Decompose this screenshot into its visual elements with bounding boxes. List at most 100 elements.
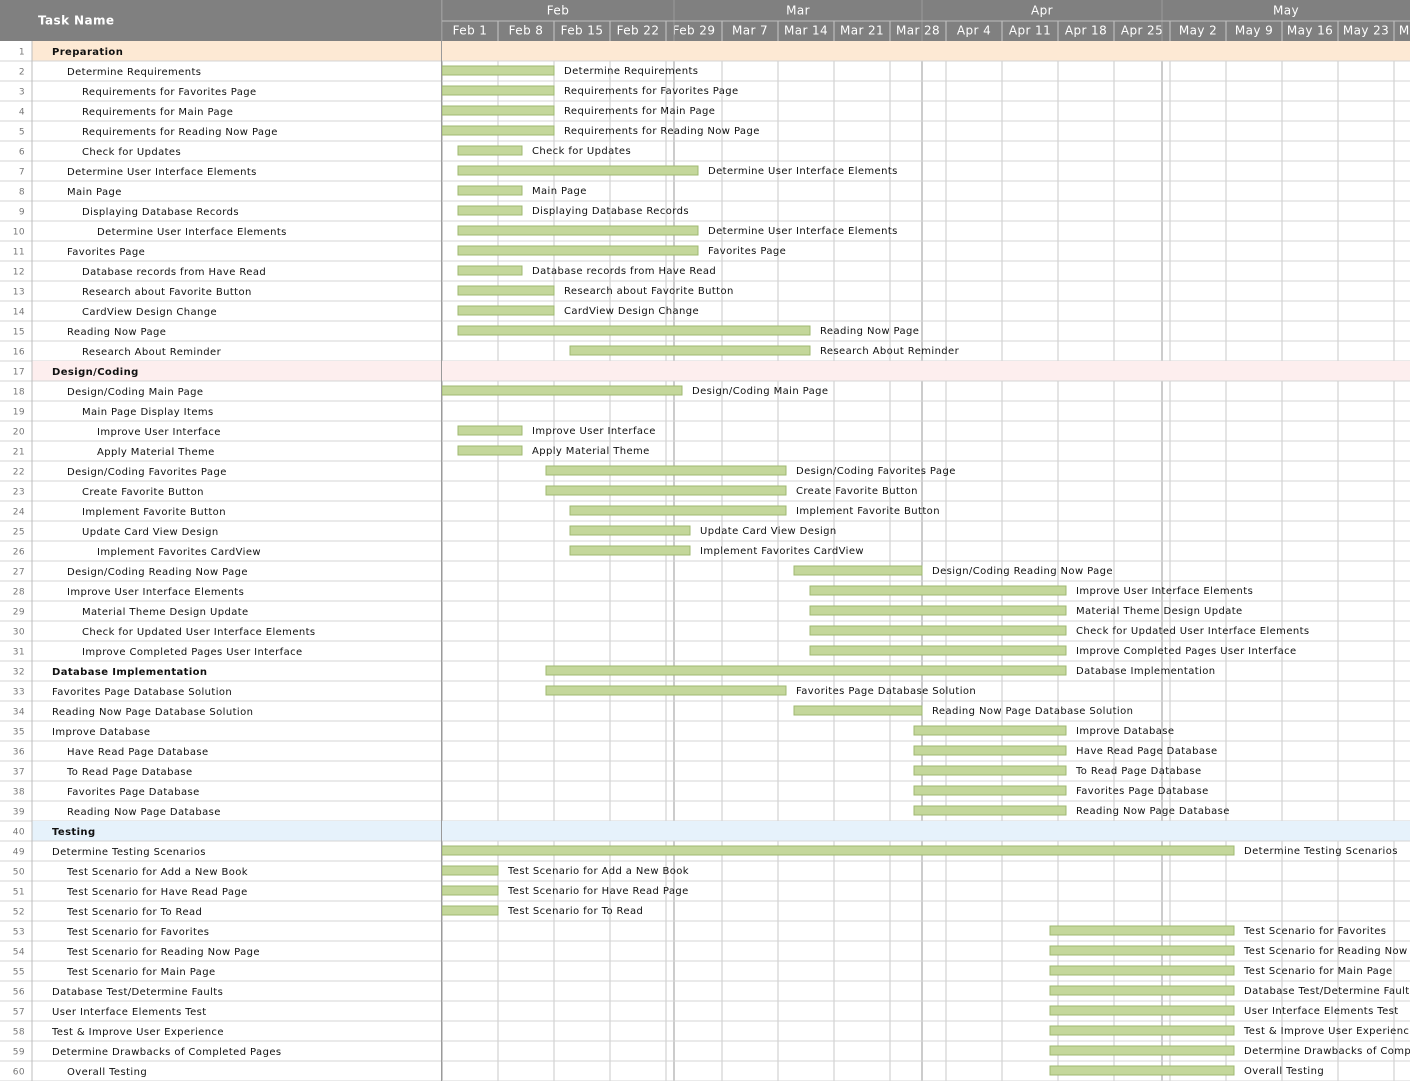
- row-number: 4: [19, 108, 25, 118]
- task-bar: [569, 505, 787, 516]
- bar-label: Requirements for Main Page: [564, 106, 715, 117]
- task-name: Overall Testing: [67, 1067, 147, 1078]
- month-label: May: [1273, 4, 1299, 18]
- bar-label: Test & Improve User Experience: [1243, 1026, 1410, 1037]
- bar-label: Database Implementation: [1076, 666, 1216, 677]
- task-name: Apply Material Theme: [97, 447, 215, 458]
- task-name: Test Scenario for Have Read Page: [66, 887, 248, 898]
- week-label: Feb 8: [509, 24, 544, 38]
- row-number: 19: [13, 408, 25, 418]
- task-name: Database records from Have Read: [82, 267, 266, 278]
- task-name: To Read Page Database: [66, 767, 193, 778]
- task-name: Test Scenario for Main Page: [66, 967, 216, 978]
- bar-label: Determine User Interface Elements: [708, 226, 898, 237]
- bar-label: Apply Material Theme: [532, 446, 650, 457]
- row-number: 30: [13, 628, 25, 638]
- week-label: May 16: [1287, 24, 1333, 38]
- task-name: Research About Reminder: [82, 347, 222, 358]
- row-number: 59: [13, 1048, 25, 1058]
- bar-label: Requirements for Reading Now Page: [564, 126, 760, 137]
- task-name: Database Test/Determine Faults: [52, 987, 223, 998]
- task-name: Displaying Database Records: [82, 207, 239, 218]
- row-number: 38: [13, 788, 25, 798]
- row-number: 27: [13, 568, 25, 578]
- task-bar: [1049, 1045, 1235, 1056]
- task-name: Improve User Interface: [97, 427, 221, 438]
- row-number: 23: [13, 488, 25, 498]
- week-label: Apr 11: [1009, 24, 1051, 38]
- bar-label: Test Scenario for Reading Now Page: [1243, 946, 1410, 957]
- month-label: Mar: [786, 4, 810, 18]
- task-name: Implement Favorites CardView: [97, 547, 261, 558]
- task-name: Improve Database: [52, 727, 150, 738]
- row-number: 9: [19, 208, 25, 218]
- task-bar: [545, 665, 1067, 676]
- task-name: Design/Coding Reading Now Page: [67, 567, 248, 578]
- bar-label: Material Theme Design Update: [1076, 606, 1243, 617]
- task-name: Determine User Interface Elements: [97, 227, 287, 238]
- task-name: Improve User Interface Elements: [67, 587, 244, 598]
- bar-label: Implement Favorites CardView: [700, 546, 864, 557]
- week-label: May 23: [1343, 24, 1389, 38]
- task-name: Material Theme Design Update: [82, 607, 249, 618]
- task-bar: [913, 745, 1067, 756]
- task-name: Requirements for Main Page: [82, 107, 233, 118]
- week-label: Apr 18: [1065, 24, 1107, 38]
- task-name: Requirements for Favorites Page: [82, 87, 257, 98]
- task-bar: [1049, 1065, 1235, 1076]
- week-label: Mar 28: [896, 24, 940, 38]
- task-bar: [569, 545, 691, 556]
- task-bar: [1049, 985, 1235, 996]
- task-bar: [913, 805, 1067, 816]
- bar-label: Design/Coding Favorites Page: [796, 466, 956, 477]
- week-label: Feb 29: [673, 24, 716, 38]
- task-name: Improve Completed Pages User Interface: [82, 647, 303, 658]
- bar-label: Reading Now Page Database Solution: [932, 706, 1133, 717]
- task-bar: [913, 785, 1067, 796]
- task-name: Determine Testing Scenarios: [52, 847, 206, 858]
- task-bar: [793, 705, 923, 716]
- row-number: 31: [13, 648, 25, 658]
- task-name: Favorites Page Database Solution: [52, 687, 232, 698]
- task-name: Implement Favorite Button: [82, 507, 226, 518]
- task-name: Testing: [52, 827, 96, 838]
- row-number: 6: [19, 148, 25, 158]
- task-bar: [457, 325, 811, 336]
- bar-label: Determine Drawbacks of Completed Pages: [1244, 1046, 1410, 1057]
- task-name: Requirements for Reading Now Page: [82, 127, 278, 138]
- task-bar: [442, 125, 555, 136]
- row-number: 33: [13, 688, 25, 698]
- task-name: Determine Drawbacks of Completed Pages: [52, 1047, 281, 1058]
- bar-label: Research about Favorite Button: [564, 286, 734, 297]
- task-bar: [809, 585, 1067, 596]
- task-bar: [1049, 925, 1235, 936]
- bar-label: Check for Updated User Interface Element…: [1076, 626, 1310, 637]
- bar-label: Research About Reminder: [820, 346, 960, 357]
- task-name: Check for Updates: [82, 147, 181, 158]
- row-number: 12: [13, 268, 25, 278]
- bar-label: Reading Now Page: [820, 326, 919, 337]
- row-number: 20: [13, 428, 25, 438]
- task-name: Check for Updated User Interface Element…: [82, 627, 316, 638]
- task-name: Update Card View Design: [82, 527, 219, 538]
- task-bar: [569, 345, 811, 356]
- row-number: 8: [19, 188, 25, 198]
- task-name: Reading Now Page Database Solution: [52, 707, 253, 718]
- task-bar: [793, 565, 923, 576]
- task-bar: [442, 65, 555, 76]
- task-name: Preparation: [52, 47, 123, 58]
- task-name: Have Read Page Database: [67, 747, 209, 758]
- task-name: Design/Coding: [52, 367, 139, 378]
- row-highlight: [32, 821, 1410, 841]
- row-number: 21: [13, 448, 25, 458]
- column-title: Task Name: [38, 14, 114, 28]
- week-label: Mar 21: [840, 24, 884, 38]
- row-number: 3: [19, 88, 25, 98]
- task-bar: [457, 305, 555, 316]
- week-label: May 9: [1235, 24, 1273, 38]
- bar-label: Improve Completed Pages User Interface: [1076, 646, 1297, 657]
- task-bar: [457, 245, 699, 256]
- bar-label: Favorites Page Database Solution: [796, 686, 976, 697]
- week-label: Apr 4: [957, 24, 991, 38]
- bar-label: Main Page: [532, 186, 587, 197]
